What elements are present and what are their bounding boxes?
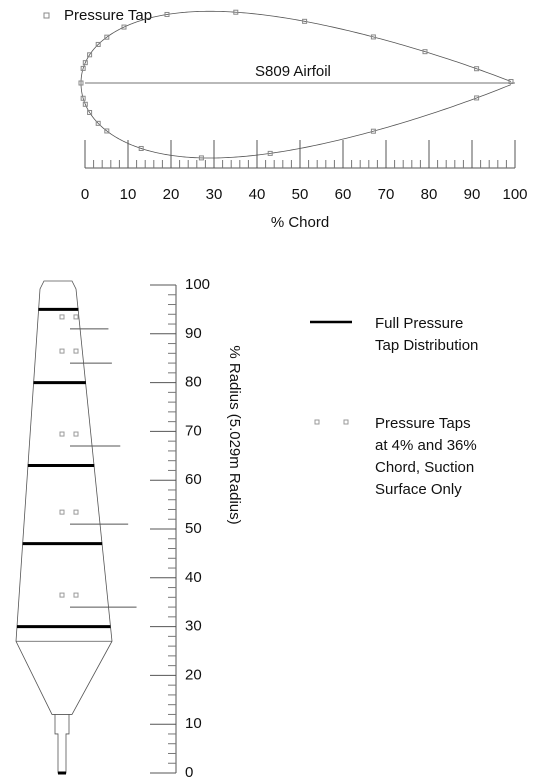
y-tick-label: 60 — [185, 471, 202, 488]
x-tick-label: 50 — [292, 186, 309, 203]
x-tick-label: 80 — [421, 186, 438, 203]
pressure-tap — [370, 128, 376, 134]
pressure-tap — [73, 509, 79, 515]
legend-label: Chord, Suction — [375, 459, 474, 476]
pressure-tap — [198, 155, 204, 161]
legend-label: Tap Distribution — [375, 337, 478, 354]
x-tick-label: 60 — [335, 186, 352, 203]
pressure-tap — [59, 348, 65, 354]
pressure-tap — [73, 348, 79, 354]
legend-label: Pressure Tap — [64, 7, 152, 24]
x-tick-label: 100 — [502, 186, 527, 203]
pressure-tap — [95, 120, 101, 126]
legend-label: Pressure Taps — [375, 415, 471, 432]
blade-outline — [15, 280, 113, 715]
y-tick-label: 20 — [185, 666, 202, 683]
pressure-tap — [104, 34, 110, 40]
pressure-tap — [73, 314, 79, 320]
y-tick-label: 50 — [185, 520, 202, 537]
y-tick-label: 40 — [185, 569, 202, 586]
legend-tap-icon — [43, 12, 50, 19]
pressure-tap — [422, 49, 428, 55]
pressure-tap — [82, 101, 88, 107]
airfoil-label: S809 Airfoil — [255, 63, 331, 80]
pressure-tap — [302, 18, 308, 24]
x-tick-label: 90 — [464, 186, 481, 203]
y-tick-label: 0 — [185, 764, 193, 781]
x-tick-label: 40 — [249, 186, 266, 203]
y-tick-label: 80 — [185, 374, 202, 391]
pressure-tap — [80, 95, 86, 101]
pressure-tap — [508, 78, 514, 84]
pressure-tap — [82, 60, 88, 66]
x-tick-label: 0 — [81, 186, 89, 203]
x-tick-label: 20 — [163, 186, 180, 203]
airfoil-outline — [80, 10, 512, 159]
x-tick-label: 70 — [378, 186, 395, 203]
x-axis-label: % Chord — [271, 214, 329, 231]
pressure-tap — [474, 95, 480, 101]
pressure-tap — [95, 41, 101, 47]
y-axis-label: % Radius (5.029m Radius) — [226, 345, 243, 524]
pressure-tap — [59, 509, 65, 515]
y-tick-label: 90 — [185, 325, 202, 342]
pressure-tap — [164, 11, 170, 17]
pressure-tap — [73, 431, 79, 437]
pressure-tap — [370, 34, 376, 40]
pressure-tap — [80, 65, 86, 71]
x-tick-label: 30 — [206, 186, 223, 203]
pressure-tap — [59, 314, 65, 320]
pressure-tap — [78, 80, 84, 86]
pressure-tap — [233, 9, 239, 15]
pressure-tap — [59, 431, 65, 437]
pressure-tap — [73, 592, 79, 598]
pressure-tap — [474, 66, 480, 72]
pressure-tap — [138, 145, 144, 151]
legend-label: Surface Only — [375, 481, 462, 498]
blade-shaft — [54, 714, 70, 774]
pressure-tap — [104, 128, 110, 134]
y-tick-label: 70 — [185, 422, 202, 439]
legend-label: at 4% and 36% — [375, 437, 477, 454]
pressure-tap — [87, 109, 93, 115]
legend-label: Full Pressure — [375, 315, 463, 332]
y-tick-label: 10 — [185, 715, 202, 732]
legend-partial-icon — [343, 419, 349, 425]
y-tick-label: 30 — [185, 618, 202, 635]
x-tick-label: 10 — [120, 186, 137, 203]
legend-partial-icon — [314, 419, 320, 425]
pressure-tap — [87, 52, 93, 58]
pressure-tap — [59, 592, 65, 598]
pressure-tap — [267, 150, 273, 156]
pressure-tap — [121, 24, 127, 30]
y-tick-label: 100 — [185, 276, 210, 293]
